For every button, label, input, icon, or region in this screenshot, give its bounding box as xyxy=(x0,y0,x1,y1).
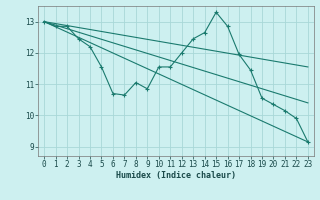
X-axis label: Humidex (Indice chaleur): Humidex (Indice chaleur) xyxy=(116,171,236,180)
